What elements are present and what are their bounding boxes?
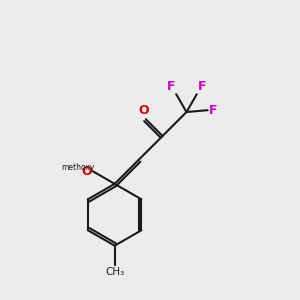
Text: O: O: [81, 165, 92, 178]
Text: CH₃: CH₃: [105, 267, 124, 277]
Text: F: F: [198, 80, 206, 93]
Text: F: F: [167, 80, 175, 93]
Text: F: F: [209, 104, 218, 117]
Text: methoxy: methoxy: [61, 163, 94, 172]
Text: O: O: [139, 104, 149, 117]
